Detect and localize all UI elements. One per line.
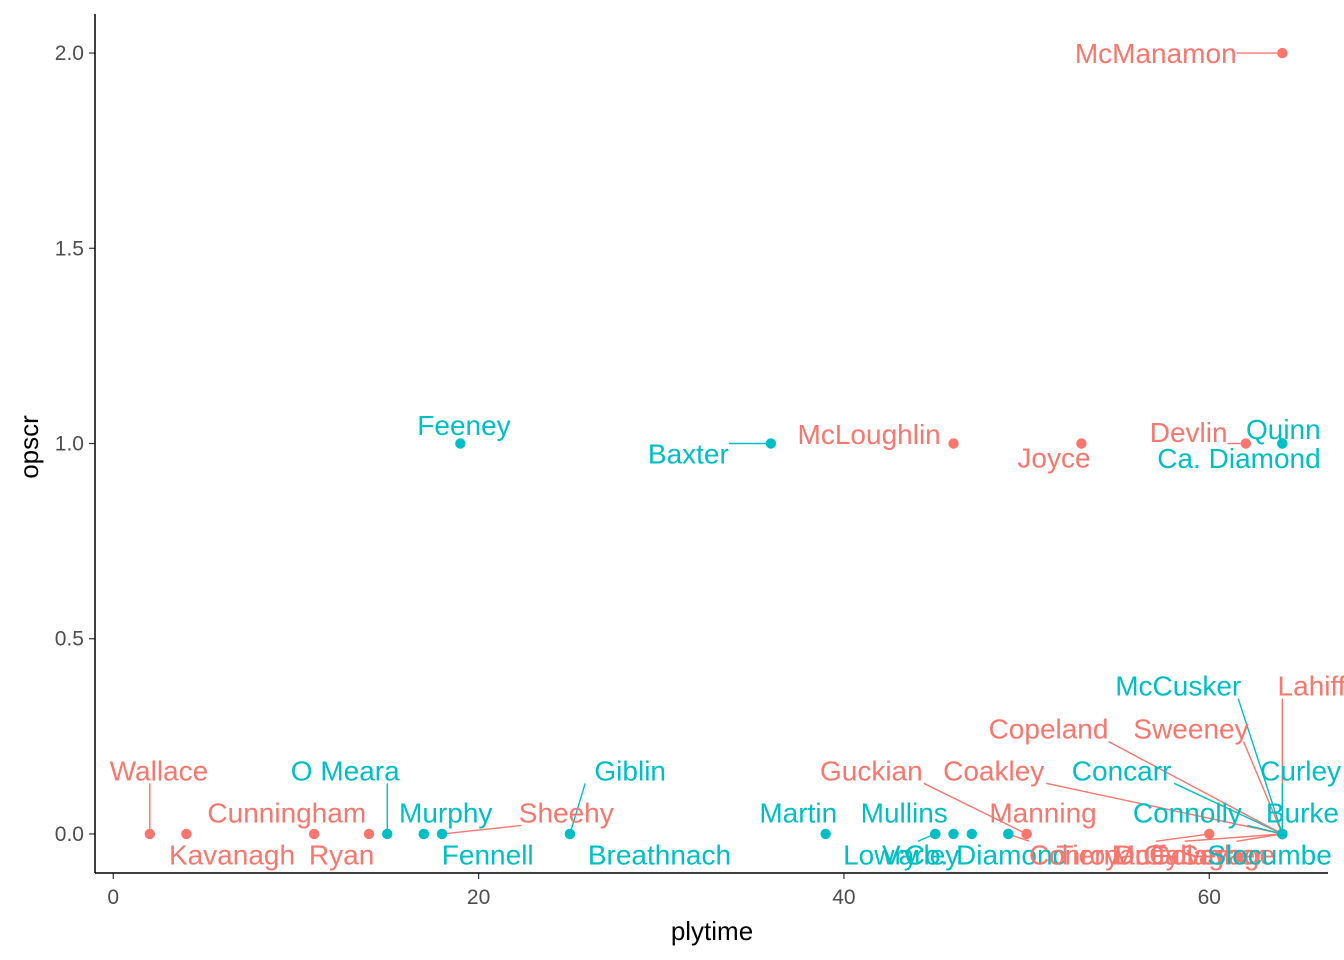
point-label: Baxter xyxy=(648,438,729,469)
data-point xyxy=(1277,438,1288,449)
data-point xyxy=(966,828,977,840)
point-label: Martin xyxy=(759,797,837,828)
point-label: Slocumbe xyxy=(1207,839,1332,870)
data-point xyxy=(930,828,941,840)
point-label: Joyce xyxy=(1017,443,1090,474)
data-point xyxy=(363,828,375,840)
data-point xyxy=(1076,438,1087,449)
x-tick-label: 0 xyxy=(107,886,119,909)
x-tick-label: 40 xyxy=(832,886,855,909)
point-label: McManamon xyxy=(1075,38,1237,69)
data-point xyxy=(564,828,576,840)
y-tick-label: 1.0 xyxy=(55,433,84,456)
data-point xyxy=(948,438,959,449)
point-label: McCusker xyxy=(1115,671,1241,702)
label-connector xyxy=(1242,741,1282,830)
data-point xyxy=(1277,828,1288,840)
x-tick-label: 20 xyxy=(467,886,490,909)
point-label: Lowry xyxy=(843,839,918,870)
label-connector xyxy=(1046,782,1278,834)
point-label: Cunningham xyxy=(207,797,366,828)
point-label: Guckian xyxy=(820,755,923,786)
point-label: Devlin xyxy=(1150,417,1228,448)
label-connector xyxy=(917,835,931,842)
point-label: Tiernan xyxy=(1056,839,1150,870)
point-label: Co. Diamond xyxy=(905,839,1068,870)
label-connector xyxy=(1108,740,1279,833)
axis-ticks: 0 20 40 60 0.0 0.5 1.0 1.5 2.0 xyxy=(55,42,1221,909)
data-point xyxy=(455,438,466,449)
point-label: Varley xyxy=(882,839,959,870)
point-label: Wallace xyxy=(110,755,209,786)
point-label: Copeland xyxy=(989,714,1109,745)
point-label: Conroy xyxy=(1029,839,1119,870)
data-point xyxy=(1240,438,1252,449)
point-label: Curley xyxy=(1260,755,1341,786)
data-points xyxy=(144,47,1288,840)
label-connector xyxy=(1155,833,1205,842)
point-label: Gallagher xyxy=(1143,839,1264,870)
data-point xyxy=(418,828,429,840)
data-point xyxy=(144,828,155,840)
label-connector xyxy=(1173,782,1279,833)
point-label: Coakley xyxy=(943,755,1044,786)
y-tick-label: 0.0 xyxy=(55,823,84,846)
data-point xyxy=(1204,828,1215,840)
data-point xyxy=(436,828,448,840)
point-label: McGovern xyxy=(1112,839,1241,870)
data-point xyxy=(1003,828,1014,840)
data-point xyxy=(382,828,393,840)
point-label: Fennell xyxy=(442,839,534,870)
point-labels: McManamon Feeney Baxter McLoughlin Joyce Devl… xyxy=(110,38,1344,870)
label-connector xyxy=(1012,834,1030,842)
label-connectors xyxy=(149,52,1284,842)
point-label: Savage xyxy=(1180,839,1275,870)
point-label: Sweeney xyxy=(1133,714,1248,745)
point-label: Duffy xyxy=(1115,839,1180,870)
point-label: Breathnach xyxy=(588,839,731,870)
label-connector xyxy=(570,783,586,830)
point-label: Ryan xyxy=(309,839,374,870)
point-label: Concarr xyxy=(1072,755,1172,786)
point-label: Quinn xyxy=(1246,414,1321,445)
x-axis-title: plytime xyxy=(671,916,753,946)
label-connector xyxy=(1184,833,1278,842)
point-label: Giblin xyxy=(594,755,666,786)
point-label: Murphy xyxy=(399,797,492,828)
point-label: Feeney xyxy=(417,410,510,441)
point-label: McLoughlin xyxy=(798,419,941,450)
y-tick-label: 2.0 xyxy=(55,42,84,65)
x-tick-label: 60 xyxy=(1198,886,1221,909)
label-connector xyxy=(1237,698,1282,830)
label-connector xyxy=(923,782,1023,833)
point-label: Kavanagh xyxy=(169,839,295,870)
label-connector xyxy=(446,824,522,835)
y-tick-label: 0.5 xyxy=(55,628,84,651)
y-axis-title: opscr xyxy=(14,415,44,479)
label-connector xyxy=(1236,834,1278,842)
point-label: Lahiff xyxy=(1278,671,1344,702)
data-point xyxy=(1021,828,1032,840)
data-point xyxy=(820,828,831,840)
point-label: Ca. Diamond xyxy=(1157,443,1320,474)
data-point xyxy=(1277,47,1288,59)
point-label: Manning xyxy=(989,797,1096,828)
data-point xyxy=(765,438,777,449)
point-label: Connolly xyxy=(1133,797,1242,828)
data-point xyxy=(181,828,192,840)
data-point xyxy=(309,828,320,840)
data-point xyxy=(948,828,959,840)
y-tick-label: 1.5 xyxy=(55,237,84,260)
point-label: Mullins xyxy=(861,797,948,828)
point-label: Sheehy xyxy=(519,797,614,828)
label-connector xyxy=(1247,824,1278,834)
point-label: Burke xyxy=(1266,797,1339,828)
point-label: O Meara xyxy=(291,755,400,786)
